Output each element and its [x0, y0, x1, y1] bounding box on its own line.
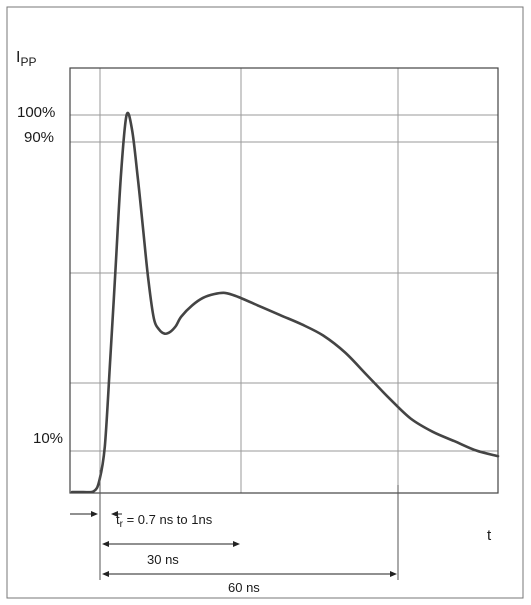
current-waveform-line [70, 111, 500, 494]
grid [70, 68, 498, 493]
t60-label: 60 ns [228, 580, 260, 595]
y-tick-100: 100% [17, 104, 55, 121]
rise-arrowhead-left [91, 511, 98, 517]
t60-arrowhead-right [390, 571, 397, 577]
rise-time-t: t [116, 512, 120, 527]
t30-arrowhead-right [233, 541, 240, 547]
t30-arrowhead-left [102, 541, 109, 547]
y-axis-label: IPP [16, 49, 36, 69]
figure-frame [6, 6, 524, 599]
rise-time-sub: r [120, 519, 124, 530]
t60-arrowhead-left [102, 571, 109, 577]
y-tick-90: 90% [24, 129, 54, 146]
rise-arrowhead-right [111, 511, 118, 517]
rise-time-label: tr = 0.7 ns to 1ns [116, 512, 213, 530]
rise-time-text: = 0.7 ns to 1ns [123, 512, 213, 527]
plot-area [69, 67, 499, 494]
y-axis-label-sub: PP [20, 55, 36, 69]
y-tick-10: 10% [33, 430, 63, 447]
t30-label: 30 ns [147, 552, 179, 567]
y-axis-label-main: I [16, 49, 20, 66]
x-axis-label: t [487, 527, 492, 544]
